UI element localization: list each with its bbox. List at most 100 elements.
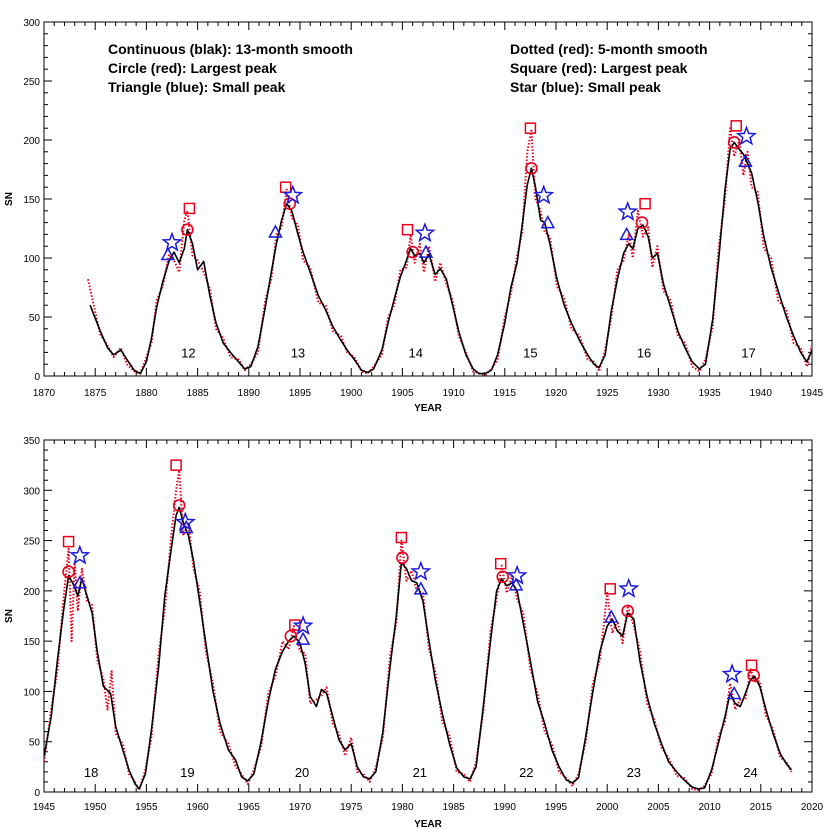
- marker-circle: [283, 197, 297, 211]
- cycle-label: 24: [743, 765, 757, 780]
- marker-star: [292, 614, 314, 635]
- plot-area: [44, 459, 793, 791]
- marker-star: [721, 663, 743, 684]
- marker-triangle: [738, 153, 753, 167]
- x-tick-label: 2015: [750, 802, 773, 813]
- y-tick-label: 100: [23, 687, 40, 698]
- legend-left-line: Triangle (blue): Small peak: [108, 79, 286, 95]
- x-tick-label: 1910: [442, 388, 465, 399]
- series-line-5-month: [44, 469, 793, 791]
- x-tick-label: 1945: [33, 802, 56, 813]
- y-tick-label: 100: [23, 254, 40, 265]
- marker-triangle: [418, 244, 434, 258]
- x-tick-label: 1985: [442, 802, 465, 813]
- marker-star: [506, 564, 528, 585]
- marker-star: [617, 200, 639, 222]
- marker-circle: [284, 629, 298, 643]
- x-tick-label: 1920: [545, 388, 568, 399]
- marker-circle: [747, 669, 760, 682]
- y-tick-label: 0: [34, 788, 40, 799]
- cycle-label: 23: [627, 765, 641, 780]
- marker-star: [533, 184, 555, 205]
- x-tick-label: 1950: [84, 802, 107, 813]
- y-tick-label: 300: [23, 18, 40, 29]
- y-tick-label: 350: [23, 436, 40, 447]
- x-tick-label: 1975: [340, 802, 363, 813]
- x-tick-label: 2010: [698, 802, 721, 813]
- y-tick-label: 150: [23, 195, 40, 206]
- x-tick-label: 1970: [289, 802, 312, 813]
- y-axis-label: SN: [4, 609, 15, 623]
- cycle-label: 18: [84, 765, 98, 780]
- marker-star: [410, 560, 432, 581]
- x-tick-label: 1890: [238, 388, 261, 399]
- x-tick-label: 1990: [494, 802, 517, 813]
- cycle-label: 12: [181, 345, 195, 360]
- cycle-label: 21: [413, 765, 427, 780]
- marker-square: [289, 619, 301, 631]
- cycle-label: 15: [523, 345, 537, 360]
- marker-square: [494, 557, 507, 570]
- x-tick-label: 1880: [135, 388, 158, 399]
- y-tick-label: 300: [23, 486, 40, 497]
- marker-triangle: [160, 246, 176, 261]
- marker-circle: [62, 565, 75, 579]
- x-tick-label: 1905: [391, 388, 414, 399]
- marker-circle: [406, 245, 419, 259]
- top-chart-panel: 1870 1875 1880 1885 1890 1895 1900 1905 1910 1915…: [4, 18, 824, 414]
- cycle-label: 16: [637, 345, 651, 360]
- plot-frame: [43, 439, 813, 793]
- legend-left-line: Continuous (blak): 13-month smooth: [108, 41, 353, 57]
- cycle-label: 17: [741, 345, 755, 360]
- cycle-label: 19: [180, 765, 194, 780]
- marker-star: [414, 222, 436, 243]
- x-tick-label: 1870: [33, 388, 56, 399]
- marker-circle: [727, 136, 741, 149]
- x-tick-label: 1965: [238, 802, 261, 813]
- marker-star: [161, 231, 183, 252]
- marker-square: [401, 223, 414, 236]
- series-line-13-month: [44, 506, 793, 790]
- marker-triangle: [540, 215, 556, 229]
- y-axis-label: SN: [4, 192, 15, 206]
- marker-star: [735, 125, 758, 146]
- cycle-label: 22: [519, 765, 533, 780]
- x-tick-label: 1925: [596, 388, 619, 399]
- x-tick-label: 1895: [289, 388, 312, 399]
- legend-right-line: Square (red): Largest peak: [510, 60, 688, 76]
- cycle-label: 13: [291, 345, 305, 360]
- cycle-label: 20: [295, 765, 309, 780]
- x-tick-label: 1980: [391, 802, 414, 813]
- marker-square: [62, 535, 75, 548]
- y-tick-label: 0: [34, 372, 40, 383]
- marker-triangle: [72, 575, 88, 589]
- legend-right-line: Star (blue): Small peak: [510, 79, 661, 95]
- y-tick-label: 200: [23, 136, 40, 147]
- y-tick-label: 250: [23, 77, 40, 88]
- x-tick-label: 1995: [545, 802, 568, 813]
- x-tick-label: 1930: [647, 388, 670, 399]
- x-tick-label: 2020: [801, 802, 824, 813]
- marker-square: [639, 197, 651, 210]
- plot-area: [87, 120, 812, 376]
- marker-square: [395, 531, 408, 544]
- marker-triangle: [268, 224, 283, 238]
- marker-star: [69, 544, 91, 565]
- marker-square: [524, 122, 537, 134]
- marker-square: [604, 583, 617, 595]
- marker-circle: [181, 223, 194, 236]
- marker-star: [174, 511, 196, 532]
- x-axis-label: YEAR: [414, 819, 443, 830]
- series-line-13-month: [89, 141, 812, 375]
- x-tick-label: 2000: [596, 802, 619, 813]
- x-tick-label: 2005: [647, 802, 670, 813]
- y-tick-label: 250: [23, 537, 40, 548]
- x-tick-label: 1940: [750, 388, 773, 399]
- marker-square: [745, 659, 758, 672]
- legend-left-line: Circle (red): Largest peak: [108, 60, 277, 76]
- marker-triangle: [619, 226, 634, 241]
- marker-square: [183, 202, 196, 215]
- marker-triangle: [604, 609, 619, 623]
- marker-triangle: [413, 581, 429, 595]
- marker-square: [279, 181, 292, 193]
